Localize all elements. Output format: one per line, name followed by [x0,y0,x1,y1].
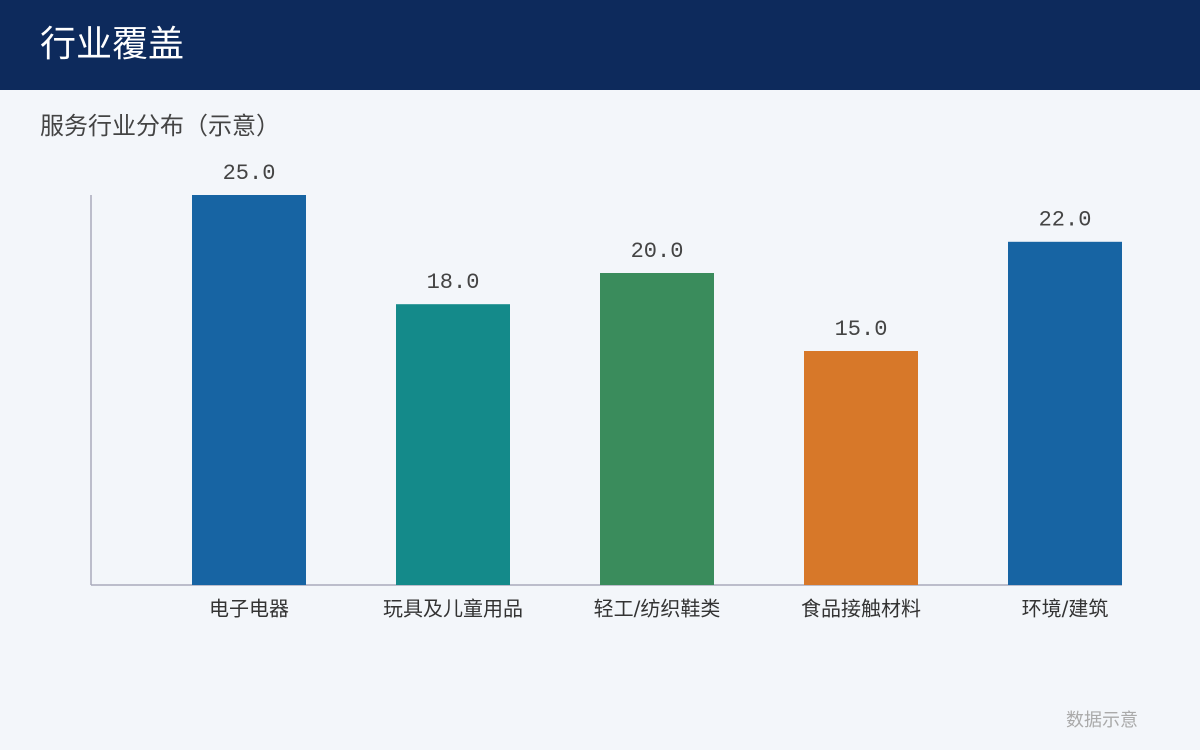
value-label: 20.0 [631,239,684,264]
value-label: 25.0 [223,161,276,186]
bar [600,273,714,585]
bar [1008,241,1122,586]
bar [192,195,306,585]
chart-subtitle: 服务行业分布（示意） [40,112,280,140]
x-tick-label: 轻工/纺织鞋类 [594,597,721,621]
value-label: 15.0 [835,317,888,342]
bar [396,304,510,585]
bar [804,351,918,585]
x-tick-label: 玩具及儿童用品 [383,597,523,621]
x-tick-label: 环境/建筑 [1022,597,1109,621]
value-label: 18.0 [427,270,480,295]
x-tick-label: 电子电器 [209,597,289,621]
header-title: 行业覆盖 [40,24,184,65]
value-label: 22.0 [1039,208,1092,233]
header-bar [0,0,1200,90]
footer-note: 数据示意 [1066,710,1138,731]
x-tick-label: 食品接触材料 [801,597,921,621]
